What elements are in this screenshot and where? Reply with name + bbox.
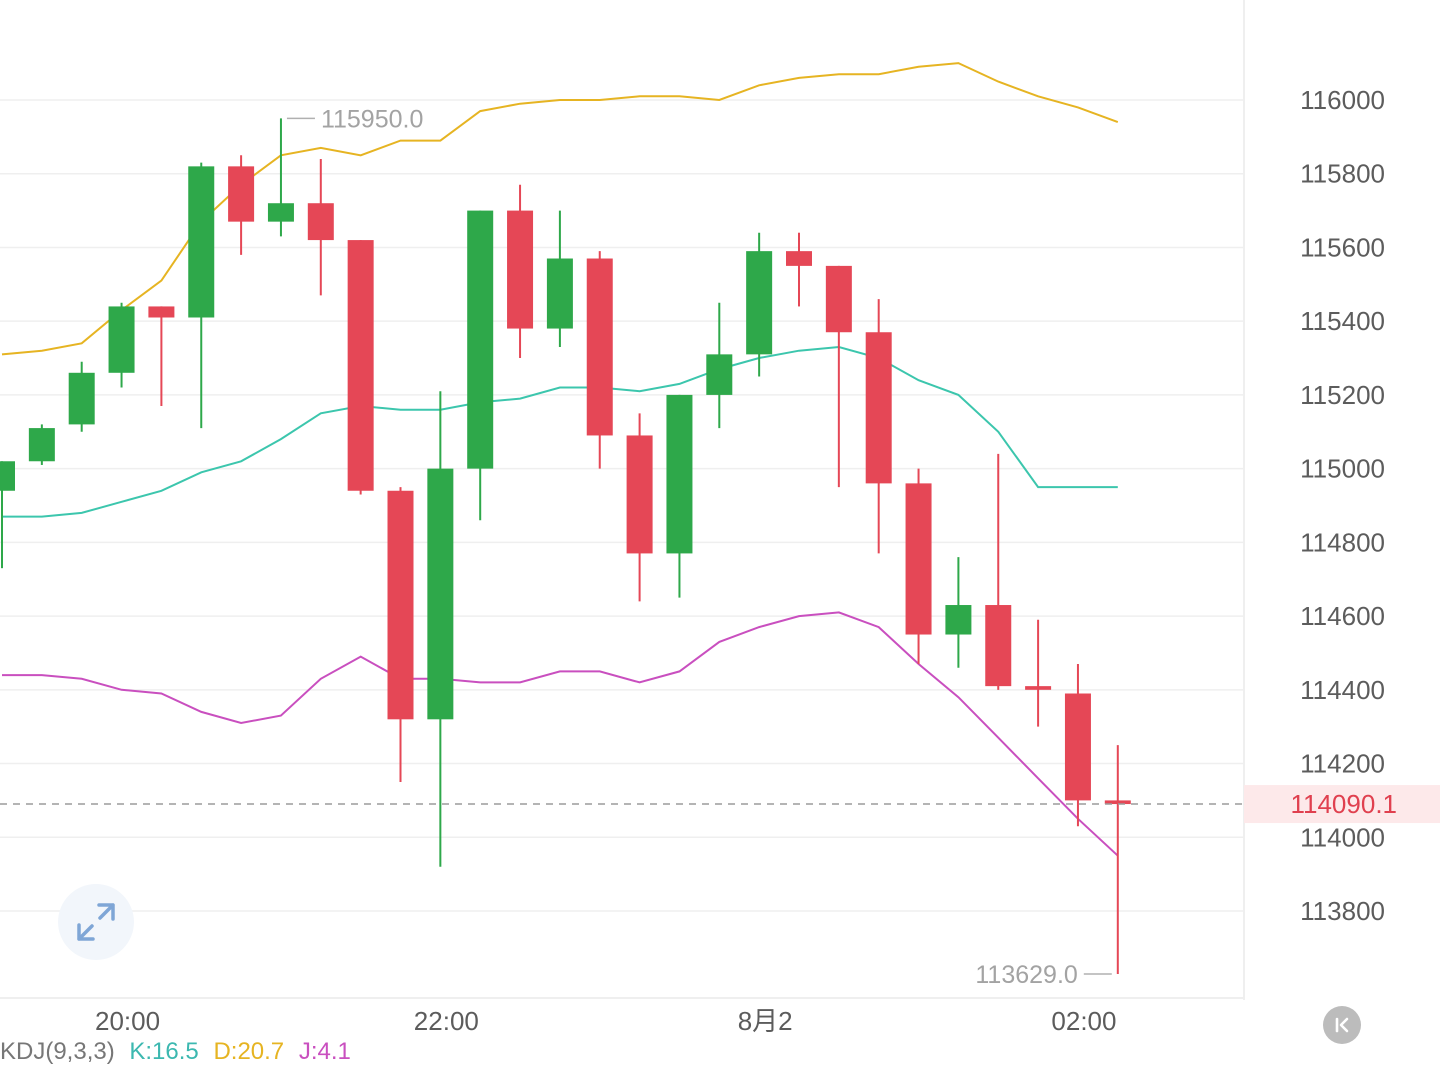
candle [467, 210, 494, 521]
candle-body [626, 435, 653, 554]
candle [945, 557, 972, 668]
candle [267, 118, 294, 237]
candle [1104, 745, 1131, 975]
candle-body [507, 210, 534, 329]
price-tick-label: 115000 [1300, 454, 1385, 484]
candle [746, 232, 773, 377]
candle [1025, 619, 1052, 727]
grid-lines [0, 99, 1244, 912]
candle [865, 299, 892, 554]
moving-average-line [2, 611, 1119, 857]
candle [786, 232, 812, 307]
price-tick-label: 114800 [1300, 527, 1385, 557]
price-tick-label: 114400 [1300, 675, 1385, 705]
candle [427, 391, 454, 867]
candle [0, 461, 15, 569]
skip-to-latest-button[interactable] [1323, 1006, 1361, 1044]
price-tick-label: 116000 [1300, 85, 1385, 115]
last-price-tag-background [1244, 785, 1440, 824]
candle [68, 361, 95, 432]
price-tick-label: 115400 [1300, 306, 1385, 336]
price-tick-label: 114000 [1300, 822, 1385, 852]
candle-body [108, 306, 135, 373]
candles [0, 118, 1131, 975]
candle-body [706, 354, 733, 395]
last-price-line: 114090.1 [0, 785, 1440, 824]
candle-body [347, 240, 374, 491]
price-tick-label: 115200 [1300, 380, 1385, 410]
candle [307, 158, 334, 296]
time-tick-label: 02:00 [1051, 1006, 1116, 1036]
candle [148, 306, 175, 406]
expand-arrows-icon [77, 903, 115, 941]
expand-button[interactable] [58, 884, 134, 960]
candle-body [1025, 686, 1052, 690]
candle [387, 487, 414, 782]
kdj-indicator-legend: KDJ(9,3,3) K:16.5 D:20.7 J:4.1 [0, 1040, 359, 1064]
price-tick-label: 114600 [1300, 601, 1385, 631]
candle-body [188, 166, 215, 318]
candle-body [427, 468, 454, 720]
candle-body [546, 258, 573, 329]
last-price-tag: 114090.1 [1290, 789, 1397, 819]
candle [507, 184, 534, 359]
candle-body [905, 483, 932, 635]
candle [188, 162, 215, 429]
candle-body [865, 332, 892, 484]
moving-average-line [1, 62, 1119, 356]
skip-to-latest-icon [1335, 1017, 1349, 1033]
candle-body [1064, 693, 1091, 801]
candle [985, 453, 1012, 690]
candle-body [1104, 800, 1131, 805]
price-tick-label: 114200 [1300, 749, 1385, 779]
time-axis-labels: 20:00 22:00 8月2 02:00 [95, 1006, 1116, 1036]
candle-body [985, 605, 1012, 687]
candle-body [786, 251, 812, 266]
candle-body [0, 461, 15, 491]
candle [825, 265, 852, 488]
time-tick-label: 20:00 [95, 1006, 160, 1036]
candle [228, 155, 255, 255]
moving-average-line [2, 345, 1118, 518]
candle-body [825, 265, 852, 333]
candle [108, 302, 135, 388]
candle [586, 251, 613, 469]
low-marker-label: 113629.0 [975, 961, 1077, 989]
candle [1064, 664, 1091, 827]
candle-body [307, 203, 334, 241]
candle [905, 468, 932, 665]
candle-body [666, 394, 693, 554]
candle-body [148, 306, 175, 318]
candle [626, 413, 653, 602]
candle-body [267, 203, 294, 222]
candle-body [387, 490, 414, 720]
candle [347, 240, 374, 495]
candle-body [945, 605, 972, 635]
candle-body [68, 372, 95, 425]
price-tick-label: 115600 [1300, 232, 1385, 262]
moving-average-lines [1, 62, 1119, 857]
candle-body [467, 210, 494, 469]
candle [706, 302, 733, 429]
time-tick-label: 22:00 [414, 1006, 479, 1036]
price-tick-label: 113800 [1300, 896, 1385, 926]
candle [28, 424, 55, 465]
price-axis-labels: 116000 115800 115600 115400 115200 115000 1148… [1300, 85, 1385, 926]
candle-body [28, 428, 55, 462]
candle [666, 394, 693, 598]
high-marker-label: 115950.0 [321, 105, 423, 133]
candle-body [228, 166, 255, 222]
candle-body [746, 251, 773, 355]
candle-body [586, 258, 613, 436]
price-tick-label: 115800 [1300, 159, 1385, 189]
time-tick-label: 8月2 [738, 1006, 793, 1036]
extreme-markers: 115950.0 113629.0 [286, 105, 1112, 989]
candle [546, 210, 573, 347]
